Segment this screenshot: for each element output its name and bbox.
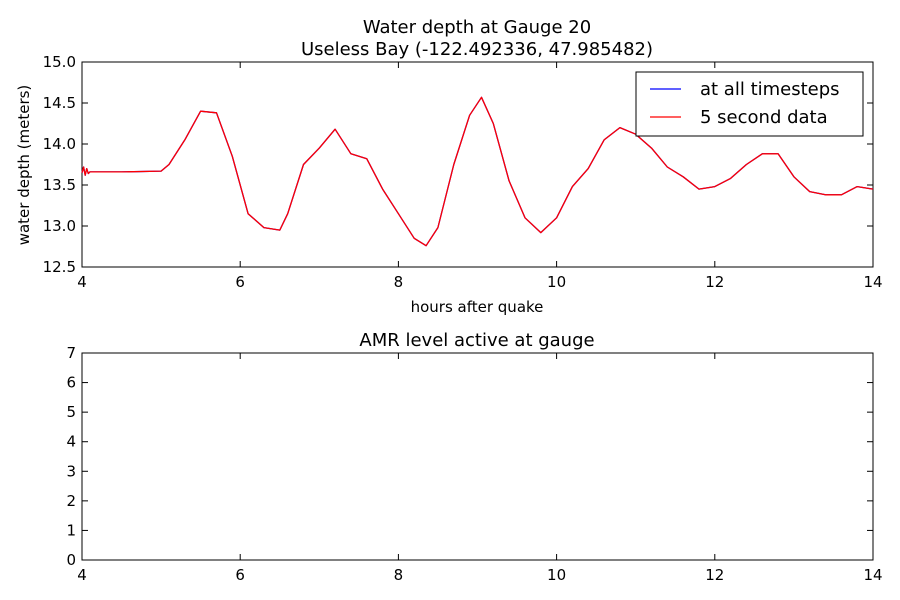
chart2-xtick-label: 4 [77,566,87,584]
chart1-ytick-label: 15.0 [43,53,76,71]
series-line-1 [81,96,874,247]
chart1-legend: at all timesteps 5 second data [635,71,864,137]
chart2-xtick-label: 12 [705,566,724,584]
chart2-xtick-label: 14 [863,566,882,584]
chart2-ytick-label: 6 [66,374,76,392]
chart2-xtick-label: 8 [394,566,404,584]
chart1-plot-area [81,61,874,268]
legend-label-5-second: 5 second data [700,107,828,128]
chart1-xtick-label: 8 [394,273,404,291]
chart2-ytick-label: 7 [66,344,76,362]
chart2-ytick-label: 4 [66,433,76,451]
chart1-xtick-label: 6 [235,273,245,291]
chart2-plot-area [81,352,874,561]
chart1-xtick-label: 10 [547,273,566,291]
legend-box [635,71,864,137]
amr-level-chart: AMR level active at gauge 4 6 8 10 12 14 0123… [66,330,882,584]
chart2-ytick-label: 1 [66,521,76,539]
chart1-ytick-label: 13.0 [43,217,76,235]
chart1-xlabel: hours after quake [411,298,544,316]
chart2-xtick-label: 6 [235,566,245,584]
chart1-subtitle: Useless Bay (-122.492336, 47.985482) [301,39,653,60]
chart2-ytick-label: 5 [66,403,76,421]
chart1-xtick-label: 12 [705,273,724,291]
chart1-xtick-label: 14 [863,273,882,291]
chart1-ytick-label: 14.0 [43,135,76,153]
water-depth-chart: Water depth at Gauge 20 Useless Bay (-12… [15,17,883,316]
chart1-ylabel: water depth (meters) [15,85,33,246]
chart1-ytick-label: 13.5 [43,176,76,194]
chart2-ytick-label: 3 [66,462,76,480]
chart2-xtick-label: 10 [547,566,566,584]
chart1-xtick-label: 4 [77,273,87,291]
chart2-ytick-label: 0 [66,551,76,569]
chart2-title: AMR level active at gauge [359,330,594,351]
legend-label-all-timesteps: at all timesteps [700,79,840,100]
chart1-title: Water depth at Gauge 20 [363,17,591,38]
chart2-ytick-label: 2 [66,492,76,510]
chart1-ytick-label: 12.5 [43,258,76,276]
chart1-ytick-label: 14.5 [43,94,76,112]
